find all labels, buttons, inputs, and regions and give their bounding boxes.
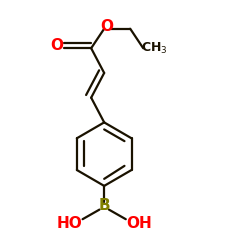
Text: O: O — [50, 38, 63, 53]
Text: B: B — [98, 198, 110, 213]
Text: O: O — [100, 18, 113, 34]
Text: CH$_3$: CH$_3$ — [141, 41, 168, 56]
Text: HO: HO — [57, 216, 82, 232]
Text: OH: OH — [126, 216, 152, 232]
